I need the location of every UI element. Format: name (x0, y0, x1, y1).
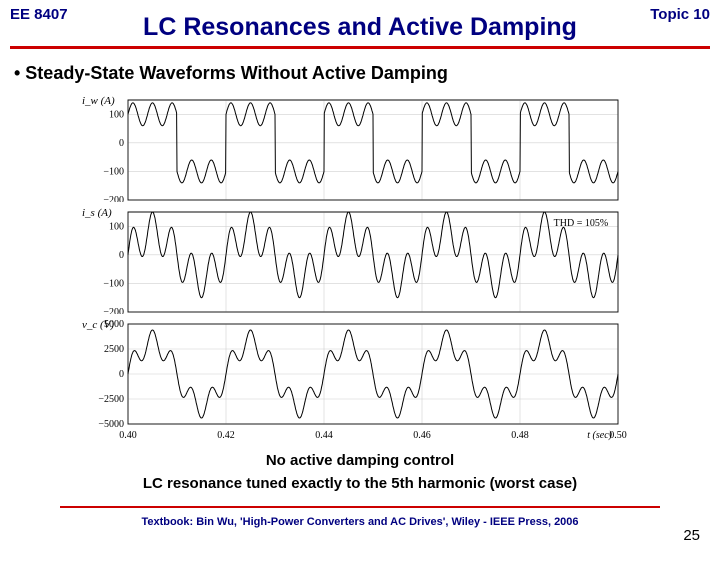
chart-is: −200 −100 0 100 i_s (A) THD = 105% (80, 206, 630, 314)
svg-text:0.48: 0.48 (511, 430, 529, 441)
svg-text:−5000: −5000 (98, 419, 124, 430)
rule-top (10, 46, 710, 49)
chart-vc: −5000−25000250050000.400.420.440.460.480… (80, 318, 630, 442)
svg-text:0.46: 0.46 (413, 430, 431, 441)
svg-text:0.42: 0.42 (217, 430, 235, 441)
svg-text:v_c (V): v_c (V) (82, 319, 114, 331)
chart-panel-is: −200 −100 0 100 i_s (A) THD = 105% (80, 206, 640, 314)
charts-container: −200 −100 0 100 i_w (A) −200 −100 0 100 i_s (A) T… (80, 94, 640, 442)
chart-panel-iw: −200 −100 0 100 i_w (A) (80, 94, 640, 202)
textbook-citation: Textbook: Bin Wu, 'High-Power Converters… (0, 516, 720, 528)
svg-text:0: 0 (119, 369, 124, 380)
page-number: 25 (683, 527, 700, 544)
svg-text:i_s (A): i_s (A) (82, 207, 112, 219)
page-title: LC Resonances and Active Damping (0, 13, 720, 42)
chart-iw: −200 −100 0 100 i_w (A) (80, 94, 630, 202)
svg-text:−2500: −2500 (98, 394, 124, 405)
svg-text:0: 0 (119, 250, 124, 261)
svg-text:−200: −200 (103, 307, 124, 314)
chart-panel-vc: −5000−25000250050000.400.420.440.460.480… (80, 318, 640, 442)
course-code: EE 8407 (10, 6, 68, 23)
svg-text:i_w (A): i_w (A) (82, 95, 115, 107)
rule-bottom (60, 506, 660, 508)
caption-line1: No active damping control (0, 452, 720, 469)
svg-text:0: 0 (119, 138, 124, 149)
svg-text:−100: −100 (103, 166, 124, 177)
svg-text:100: 100 (109, 109, 124, 120)
svg-text:−200: −200 (103, 195, 124, 202)
caption-line2: LC resonance tuned exactly to the 5th ha… (0, 475, 720, 492)
svg-text:0.40: 0.40 (119, 430, 137, 441)
svg-text:2500: 2500 (104, 344, 124, 355)
svg-text:0.44: 0.44 (315, 430, 333, 441)
svg-text:−100: −100 (103, 278, 124, 289)
svg-text:THD = 105%: THD = 105% (554, 218, 609, 229)
topic-label: Topic 10 (650, 6, 710, 23)
svg-text:t (sec): t (sec) (587, 430, 612, 441)
svg-text:100: 100 (109, 221, 124, 232)
bullet-heading: • Steady-State Waveforms Without Active … (0, 59, 720, 94)
